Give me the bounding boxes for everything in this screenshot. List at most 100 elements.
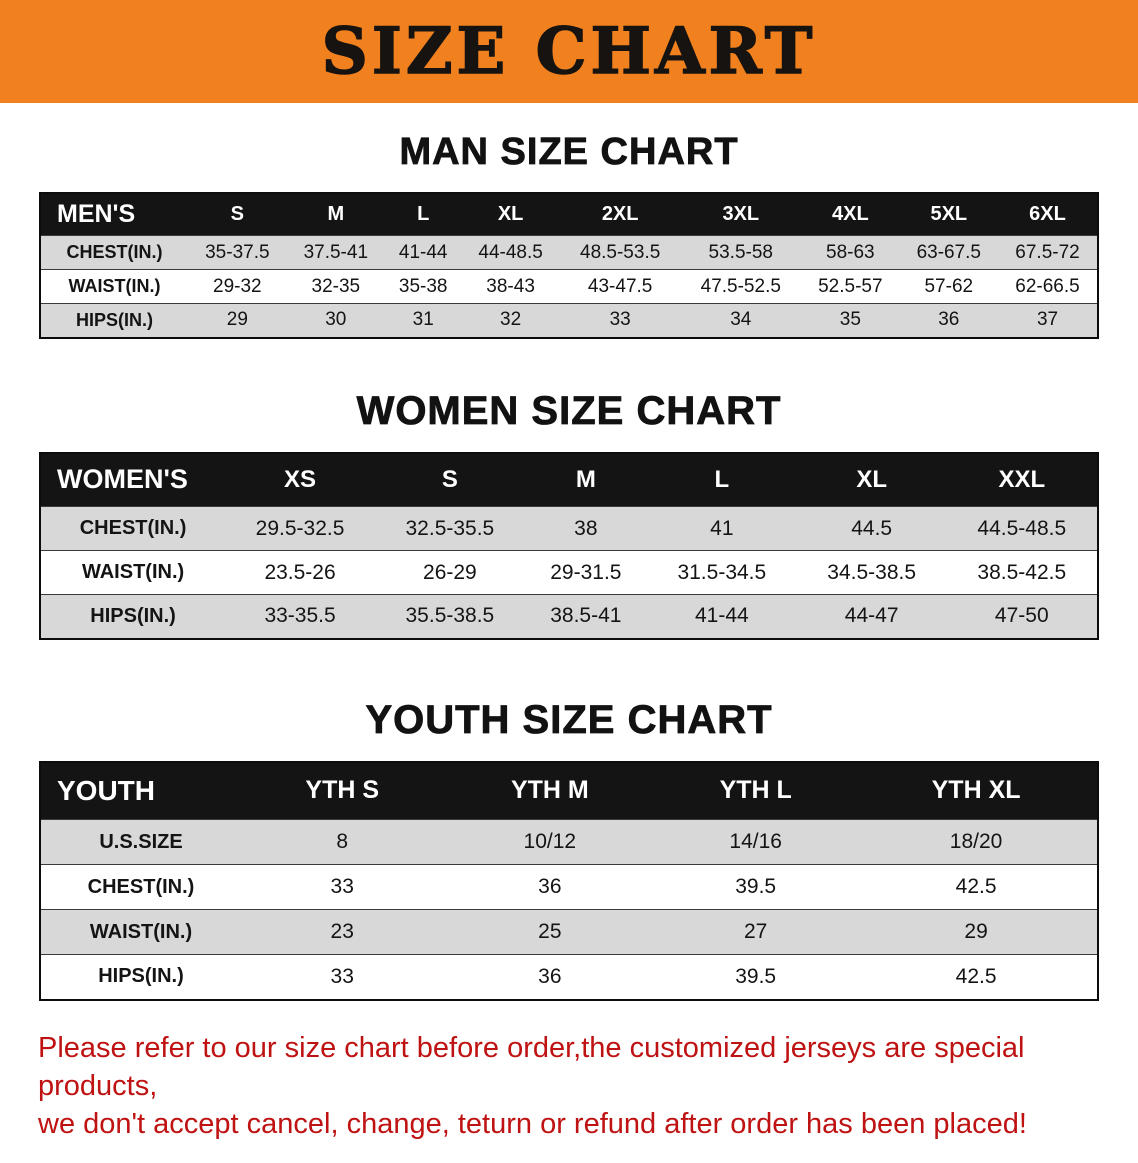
size-value-cell: 38.5-42.5 xyxy=(947,551,1098,595)
size-value-cell: 8 xyxy=(241,820,443,865)
size-value-cell: 10/12 xyxy=(443,820,656,865)
row-label-cell: HIPS(IN.) xyxy=(40,595,225,639)
table-title-cell: YOUTH xyxy=(40,762,241,820)
size-value-cell: 29 xyxy=(855,910,1098,955)
row-label-cell: CHEST(IN.) xyxy=(40,507,225,551)
size-column-header: XL xyxy=(461,193,559,236)
size-value-cell: 44.5 xyxy=(797,507,947,551)
size-value-cell: 42.5 xyxy=(855,955,1098,1000)
size-value-cell: 47-50 xyxy=(947,595,1098,639)
size-column-header: L xyxy=(647,453,797,507)
row-label-cell: CHEST(IN.) xyxy=(40,865,241,910)
size-value-cell: 53.5-58 xyxy=(680,236,801,270)
size-value-cell: 31.5-34.5 xyxy=(647,551,797,595)
size-value-cell: 48.5-53.5 xyxy=(560,236,681,270)
size-column-header: 5XL xyxy=(900,193,998,236)
size-value-cell: 34 xyxy=(680,304,801,338)
size-value-cell: 58-63 xyxy=(801,236,899,270)
size-value-cell: 18/20 xyxy=(855,820,1098,865)
size-value-cell: 38-43 xyxy=(461,270,559,304)
size-value-cell: 32-35 xyxy=(287,270,385,304)
row-label-cell: CHEST(IN.) xyxy=(40,236,188,270)
size-value-cell: 33 xyxy=(560,304,681,338)
size-value-cell: 41 xyxy=(647,507,797,551)
size-value-cell: 39.5 xyxy=(656,865,855,910)
women-section-heading: WOMEN SIZE CHART xyxy=(0,339,1138,434)
size-value-cell: 29-32 xyxy=(188,270,286,304)
page-title: SIZE CHART xyxy=(322,14,817,89)
size-value-cell: 42.5 xyxy=(855,865,1098,910)
size-value-cell: 52.5-57 xyxy=(801,270,899,304)
size-column-header: 6XL xyxy=(998,193,1098,236)
size-column-header: L xyxy=(385,193,461,236)
size-value-cell: 23 xyxy=(241,910,443,955)
youth-section-heading: YOUTH SIZE CHART xyxy=(0,640,1138,743)
size-value-cell: 41-44 xyxy=(385,236,461,270)
size-column-header: YTH XL xyxy=(855,762,1098,820)
row-label-cell: HIPS(IN.) xyxy=(40,955,241,1000)
size-value-cell: 35-38 xyxy=(385,270,461,304)
table-title-cell: MEN'S xyxy=(40,193,188,236)
disclaimer-line-2: we don't accept cancel, change, teturn o… xyxy=(38,1105,1100,1143)
men-section-heading: MAN SIZE CHART xyxy=(0,103,1138,174)
size-value-cell: 33 xyxy=(241,865,443,910)
disclaimer-note: Please refer to our size chart before or… xyxy=(0,1029,1138,1163)
row-label-cell: WAIST(IN.) xyxy=(40,270,188,304)
row-label-cell: U.S.SIZE xyxy=(40,820,241,865)
size-value-cell: 39.5 xyxy=(656,955,855,1000)
size-value-cell: 38 xyxy=(525,507,647,551)
title-banner: SIZE CHART xyxy=(0,0,1138,103)
size-column-header: M xyxy=(525,453,647,507)
size-column-header: XL xyxy=(797,453,947,507)
size-value-cell: 33-35.5 xyxy=(225,595,375,639)
size-value-cell: 35.5-38.5 xyxy=(375,595,525,639)
size-value-cell: 25 xyxy=(443,910,656,955)
size-value-cell: 37 xyxy=(998,304,1098,338)
size-value-cell: 29 xyxy=(188,304,286,338)
size-value-cell: 36 xyxy=(443,955,656,1000)
size-column-header: YTH L xyxy=(656,762,855,820)
row-label-cell: HIPS(IN.) xyxy=(40,304,188,338)
size-value-cell: 67.5-72 xyxy=(998,236,1098,270)
size-value-cell: 38.5-41 xyxy=(525,595,647,639)
size-value-cell: 14/16 xyxy=(656,820,855,865)
row-label-cell: WAIST(IN.) xyxy=(40,910,241,955)
size-value-cell: 44-48.5 xyxy=(461,236,559,270)
size-column-header: 4XL xyxy=(801,193,899,236)
size-value-cell: 31 xyxy=(385,304,461,338)
size-value-cell: 26-29 xyxy=(375,551,525,595)
size-value-cell: 47.5-52.5 xyxy=(680,270,801,304)
size-column-header: YTH S xyxy=(241,762,443,820)
size-column-header: 3XL xyxy=(680,193,801,236)
size-value-cell: 35 xyxy=(801,304,899,338)
size-column-header: S xyxy=(188,193,286,236)
size-column-header: S xyxy=(375,453,525,507)
size-column-header: XS xyxy=(225,453,375,507)
size-value-cell: 27 xyxy=(656,910,855,955)
size-column-header: 2XL xyxy=(560,193,681,236)
size-value-cell: 32 xyxy=(461,304,559,338)
size-value-cell: 37.5-41 xyxy=(287,236,385,270)
size-value-cell: 44.5-48.5 xyxy=(947,507,1098,551)
disclaimer-line-1: Please refer to our size chart before or… xyxy=(38,1029,1100,1106)
size-column-header: YTH M xyxy=(443,762,656,820)
size-value-cell: 57-62 xyxy=(900,270,998,304)
